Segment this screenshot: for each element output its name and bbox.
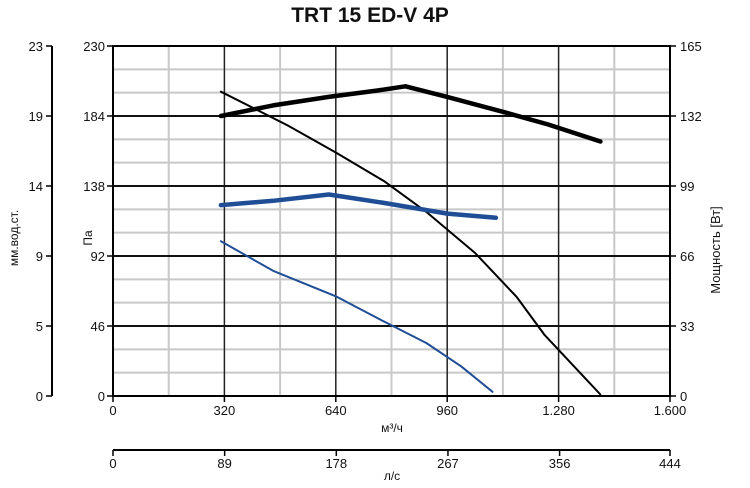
x2-tick-label: 89 [217, 456, 231, 471]
y-outer-axis-label: мм.вод.ст. [7, 210, 21, 266]
x2-tick-label: 444 [659, 456, 681, 471]
plot-frame [46, 45, 676, 456]
x-tick-label: 0 [109, 403, 116, 418]
x-tick-label: 320 [214, 403, 236, 418]
x-tick-label: 960 [436, 403, 458, 418]
x2-tick-label: 0 [109, 456, 116, 471]
y-outer-tick-label: 14 [29, 179, 43, 194]
y-left-tick-label: 230 [83, 39, 105, 54]
y-right-tick-label: 132 [680, 109, 702, 124]
series-line-2 [218, 84, 603, 144]
grid [112, 45, 671, 397]
series-line-3 [219, 240, 494, 393]
y-right-axis-label: Мощность [Вт] [708, 206, 723, 294]
y-outer-tick-label: 23 [29, 39, 43, 54]
series-line-4 [218, 192, 499, 221]
series-layer [218, 84, 603, 396]
x-tick-label: 640 [325, 403, 347, 418]
x-axis-label: м³/ч [381, 421, 403, 435]
y-left-tick-label: 92 [91, 249, 105, 264]
x2-tick-label: 267 [437, 456, 459, 471]
chart-title: TRT 15 ED-V 4P [291, 4, 449, 27]
y-right-tick-label: 165 [680, 39, 702, 54]
y-left-tick-label: 184 [83, 109, 105, 124]
y-right-tick-label: 0 [680, 389, 687, 404]
y-outer-tick-label: 0 [36, 389, 43, 404]
y-right-tick-label: 99 [680, 179, 694, 194]
y-outer-tick-label: 19 [29, 109, 43, 124]
y-right-tick-label: 33 [680, 319, 694, 334]
y-outer-tick-label: 9 [36, 249, 43, 264]
x2-tick-label: 356 [549, 456, 571, 471]
x2-axis-label: л/с [384, 469, 400, 483]
y-left-tick-label: 46 [91, 319, 105, 334]
y-left-axis-label: Па [81, 230, 95, 246]
y-right-tick-label: 66 [680, 249, 694, 264]
x-tick-label: 1.280 [542, 403, 575, 418]
y-outer-tick-label: 5 [36, 319, 43, 334]
x-tick-label: 1.600 [654, 403, 687, 418]
y-left-tick-label: 0 [98, 389, 105, 404]
plot-border [112, 45, 671, 397]
x2-tick-label: 178 [325, 456, 347, 471]
y-left-tick-label: 138 [83, 179, 105, 194]
